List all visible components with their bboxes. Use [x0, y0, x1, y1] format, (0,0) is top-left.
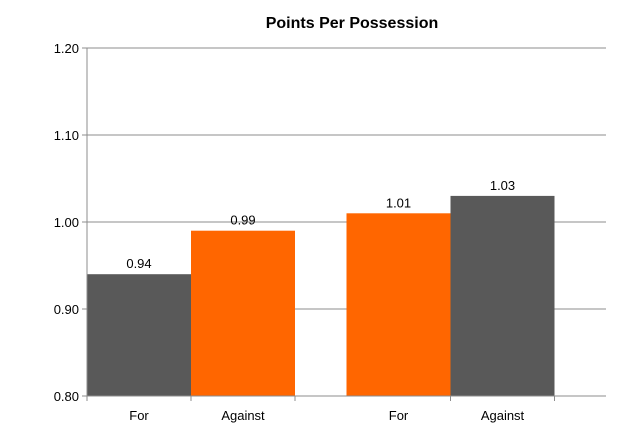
y-tick-label: 1.00: [54, 215, 79, 230]
y-tick-label: 1.10: [54, 128, 79, 143]
data-label: 0.99: [230, 213, 255, 228]
data-labels: 0.94 For 0.99 Against 1.01 For 1.03 Against: [126, 178, 524, 423]
category-label: Against: [481, 408, 525, 423]
y-tick-label: 0.90: [54, 302, 79, 317]
bar-series: [87, 195, 555, 396]
category-label: Against: [221, 408, 265, 423]
data-label: 0.94: [126, 256, 151, 271]
bar-against-1: [450, 195, 555, 396]
y-tick-label: 0.80: [54, 389, 79, 404]
category-label: For: [389, 408, 409, 423]
data-label: 1.01: [386, 195, 411, 210]
axes: 0.80 0.90 1.00 1.10 1.20: [54, 41, 606, 404]
bar-for-0: [87, 274, 191, 396]
category-label: For: [129, 408, 149, 423]
chart-title: Points Per Possession: [266, 15, 439, 32]
data-label: 1.03: [490, 178, 515, 193]
bar-for-1: [346, 213, 451, 396]
y-tick-label: 1.20: [54, 41, 79, 56]
bar-against-0: [191, 230, 295, 396]
